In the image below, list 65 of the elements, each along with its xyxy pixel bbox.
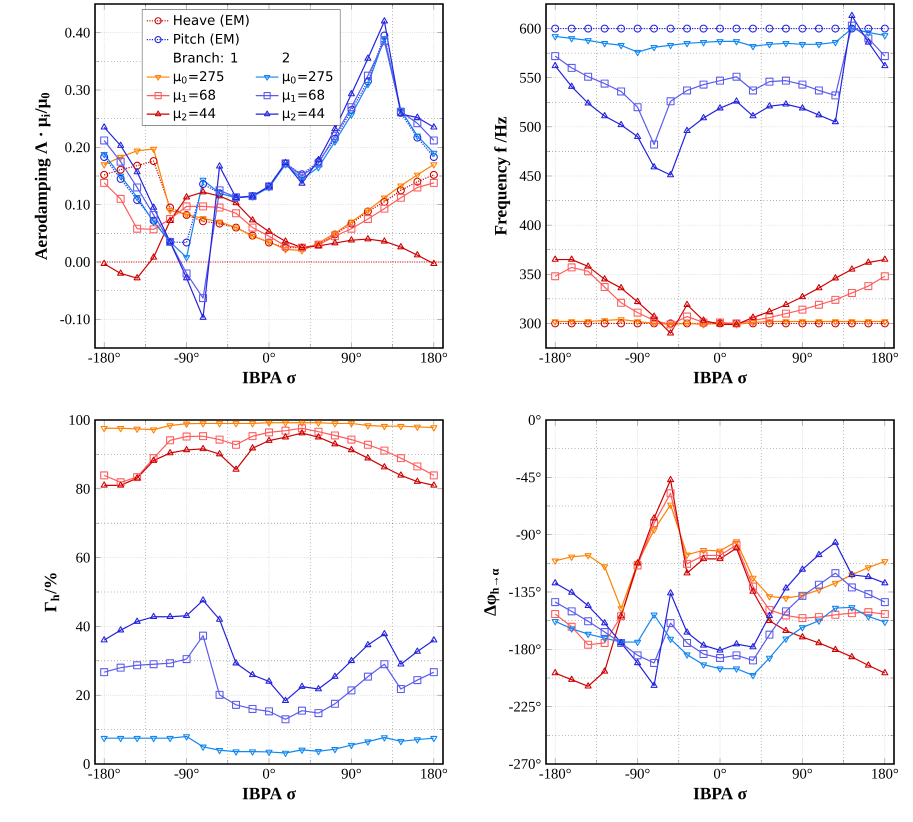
x-tick-label: 90°: [792, 352, 812, 363]
y-tick-label: 550: [520, 72, 541, 83]
x-tick-label: -90°: [174, 352, 199, 363]
x-tick-label: 0°: [714, 768, 726, 779]
x-tick-label: -180°: [88, 768, 120, 779]
y-tick-label: -45°: [516, 472, 541, 482]
x-tick-label: -90°: [174, 768, 199, 779]
x-tick-label: -180°: [539, 352, 571, 363]
y-tick-label: 300: [520, 318, 541, 328]
x-axis-title: IBPA σ: [694, 372, 747, 384]
legend-label: μ$_{0}$=275: [174, 71, 224, 84]
y-tick-label: -0.10: [60, 314, 90, 324]
x-tick-label: -180°: [88, 352, 120, 363]
x-tick-label: 90°: [342, 768, 361, 779]
x-tick-label: 180°: [421, 352, 448, 363]
y-tick-label: 60: [76, 552, 90, 563]
x-tick-label: -90°: [625, 352, 650, 363]
y-tick-label: 0.10: [65, 200, 90, 210]
x-tick-label: 0°: [262, 768, 275, 779]
y-axis-title: Aerodamping Λ · μ$_{i}$/μ$_{0}$: [34, 93, 51, 260]
y-tick-label: -90°: [516, 530, 541, 540]
legend-label: μ$_{2}$=44: [174, 108, 216, 121]
y-tick-label: 0.30: [65, 85, 90, 95]
legend-title: Branch:: [174, 52, 223, 63]
y-tick-label: 40: [76, 621, 90, 632]
x-tick-label: 0°: [262, 352, 275, 363]
x-tick-label: 90°: [342, 352, 361, 363]
x-tick-label: -90°: [625, 768, 650, 779]
y-tick-label: 0: [84, 759, 90, 769]
y-tick-label: 400: [520, 220, 541, 230]
y-tick-label: 80: [76, 484, 90, 494]
legend-label: μ$_{1}$=68: [174, 90, 216, 102]
x-tick-label: 0°: [714, 352, 726, 363]
legend-label: Heave (EM): [174, 14, 249, 27]
y-tick-label: 20: [76, 690, 90, 700]
y-tick-label: 0°: [528, 415, 541, 425]
x-tick-label: 180°: [872, 352, 898, 363]
y-axis-title: Γ$_{h}$/%: [44, 573, 60, 612]
x-tick-label: -180°: [539, 768, 571, 779]
y-tick-label: -135°: [509, 587, 541, 597]
y-tick-label: 350: [520, 269, 541, 280]
x-tick-label: 180°: [872, 768, 898, 779]
x-axis-title: IBPA σ: [694, 788, 747, 800]
y-tick-label: 0.20: [65, 142, 90, 152]
x-tick-label: 180°: [421, 768, 448, 779]
x-axis-title: IBPA σ: [242, 788, 296, 800]
annotation: 1: [231, 52, 238, 62]
legend-label: Pitch (EM): [174, 34, 239, 46]
y-axis-title: Frequency f /Hz: [494, 116, 510, 236]
y-tick-label: 100: [70, 415, 90, 425]
y-tick-label: 600: [520, 24, 541, 34]
y-tick-label: 500: [520, 122, 541, 132]
y-axis-title: Δφ$_{h→α}$: [484, 568, 500, 616]
legend-label: μ$_{2}$=44: [282, 108, 324, 121]
y-tick-label: 0.00: [65, 257, 90, 267]
y-tick-label: -180°: [509, 644, 541, 654]
x-axis-title: IBPA σ: [242, 372, 296, 384]
legend-label: μ$_{1}$=68: [282, 90, 324, 102]
y-tick-label: 450: [520, 171, 541, 181]
annotation: 2: [282, 52, 289, 62]
legend-label: μ$_{0}$=275: [282, 71, 332, 84]
y-tick-label: -225°: [509, 702, 541, 712]
y-tick-label: -270°: [509, 759, 541, 769]
y-tick-label: 0.40: [65, 28, 90, 38]
x-tick-label: 90°: [792, 768, 812, 779]
